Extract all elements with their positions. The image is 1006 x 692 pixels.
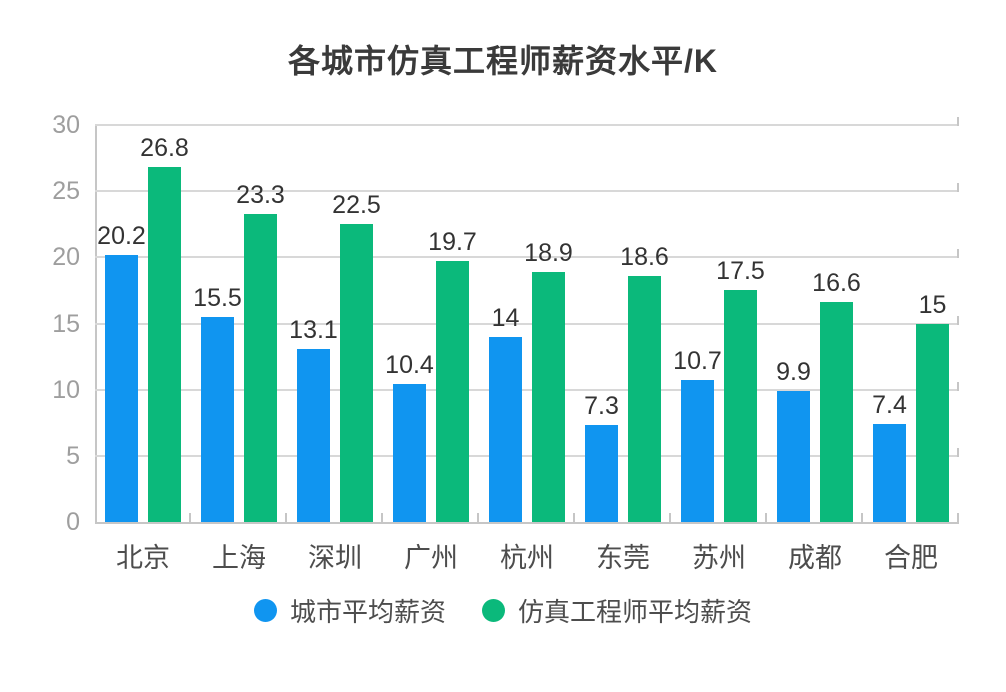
bar-sim-engineer-salary-苏州: 17.5 — [716, 257, 765, 522]
bar-value-label: 22.5 — [332, 191, 381, 220]
gridline-end-tick — [957, 447, 959, 457]
y-tick-label-0: 0 — [66, 508, 80, 536]
x-axis-line — [95, 522, 959, 524]
bar-city-avg-salary-东莞: 7.3 — [584, 392, 619, 522]
bar-value-label: 15.5 — [193, 283, 242, 312]
bar-value-label: 10.7 — [673, 347, 722, 376]
bar-value-label: 18.6 — [620, 242, 669, 271]
x-category-label-合肥: 合肥 — [884, 543, 938, 573]
x-category-label-广州: 广州 — [404, 543, 458, 573]
bar-sim-engineer-salary-广州: 19.7 — [428, 228, 477, 522]
bar-group-杭州: 14 18.9 — [479, 125, 575, 522]
bar-value-label: 16.6 — [812, 269, 861, 298]
y-axis-labels: 0 5 10 15 20 25 30 — [0, 111, 80, 536]
gridline-end-tick — [957, 117, 959, 126]
bar-value-label: 20.2 — [97, 221, 146, 250]
gridline-10 — [95, 381, 959, 391]
bar-group-合肥: 7.4 15 — [863, 125, 959, 522]
bar-sim-engineer-salary-东莞: 18.6 — [620, 243, 669, 522]
bar-city-avg-salary-深圳: 13.1 — [289, 316, 338, 522]
y-tick-label-5: 5 — [66, 441, 80, 470]
x-category-label-上海: 上海 — [212, 543, 266, 573]
bar-value-label: 9.9 — [776, 358, 811, 386]
bar-value-label: 7.4 — [872, 391, 907, 420]
x-axis-tick — [477, 513, 479, 522]
y-tick-label-30: 30 — [52, 111, 80, 139]
gridline-15 — [95, 315, 959, 325]
bar-group-成都: 9.9 16.6 — [767, 125, 863, 522]
gridline-20 — [95, 249, 959, 259]
bar-group-广州: 10.4 19.7 — [383, 125, 479, 522]
bar-sim-engineer-salary-合肥: 15 — [916, 291, 949, 522]
x-axis-tick — [285, 513, 287, 522]
bar-city-avg-salary-合肥: 7.4 — [872, 391, 907, 522]
legend-item-bar-sim-engineer-salary[interactable]: 仿真工程师平均薪资 — [482, 592, 752, 629]
bar-group-上海: 15.5 23.3 — [191, 125, 287, 522]
chart-legend: 城市平均薪资 仿真工程师平均薪资 — [0, 592, 1006, 629]
bar-value-label: 17.5 — [716, 257, 765, 286]
x-axis-tick — [669, 513, 671, 522]
bar-group-北京: 20.2 26.8 — [95, 125, 191, 522]
x-axis-tick — [765, 513, 767, 522]
legend-dot-icon — [482, 599, 505, 622]
bar-value-label: 26.8 — [140, 134, 189, 163]
y-tick-label-10: 10 — [52, 375, 80, 404]
x-category-label-东莞: 东莞 — [596, 543, 650, 573]
bar-value-label: 23.3 — [236, 180, 285, 209]
bar-value-label: 13.1 — [289, 315, 338, 344]
gridline-5 — [95, 447, 959, 457]
gridline-30 — [95, 117, 959, 126]
x-category-label-北京: 北京 — [116, 543, 170, 573]
bar-city-avg-salary-杭州: 14 — [489, 304, 522, 522]
x-axis-tick — [573, 513, 575, 522]
gridline-25 — [95, 183, 959, 193]
bar-value-label: 15 — [918, 290, 947, 319]
x-category-label-深圳: 深圳 — [308, 543, 362, 573]
bar-sim-engineer-salary-上海: 23.3 — [236, 181, 285, 522]
bar-value-label: 19.7 — [428, 228, 477, 257]
bar-city-avg-salary-苏州: 10.7 — [673, 347, 722, 522]
legend-item-bar-city-avg-salary[interactable]: 城市平均薪资 — [253, 592, 446, 629]
y-tick-label-20: 20 — [52, 243, 80, 272]
x-category-label-杭州: 杭州 — [500, 543, 554, 573]
gridline-end-tick — [957, 183, 959, 193]
x-category-label-苏州: 苏州 — [692, 543, 746, 573]
y-tick-label-15: 15 — [52, 309, 80, 338]
bar-sim-engineer-salary-成都: 16.6 — [812, 269, 861, 522]
bar-sim-engineer-salary-杭州: 18.9 — [524, 239, 573, 522]
bar-city-avg-salary-成都: 9.9 — [776, 358, 811, 522]
x-axis-labels: 北京 上海 深圳 广州 杭州 东莞 苏州 成都 合肥 — [95, 536, 959, 575]
legend-label: 仿真工程师平均薪资 — [518, 597, 753, 627]
x-axis-tick — [381, 513, 383, 522]
legend-dot-icon — [253, 599, 277, 622]
bar-city-avg-salary-上海: 15.5 — [193, 284, 242, 522]
bar-value-label: 14 — [491, 303, 520, 332]
bar-city-avg-salary-北京: 20.2 — [97, 222, 146, 522]
x-axis-tick — [861, 513, 863, 522]
bar-group-苏州: 10.7 17.5 — [671, 125, 767, 522]
x-category-label-成都: 成都 — [788, 543, 842, 573]
gridline-end-tick — [957, 381, 959, 391]
gridline-end-tick — [957, 315, 959, 325]
bar-group-深圳: 13.1 22.5 — [287, 125, 383, 522]
bar-sim-engineer-salary-北京: 26.8 — [140, 134, 189, 522]
gridline-end-tick — [957, 249, 959, 259]
plot-area: 20.2 26.8 15.5 23.3 13.1 22.5 10.4 19.7 14 18.9 7.… — [95, 117, 959, 524]
bar-sim-engineer-salary-深圳: 22.5 — [332, 191, 381, 522]
bar-value-label: 10.4 — [385, 351, 434, 380]
chart-title: 各城市仿真工程师薪资水平/K — [287, 43, 718, 79]
bar-city-avg-salary-广州: 10.4 — [385, 351, 434, 522]
bar-group-东莞: 7.3 18.6 — [575, 125, 671, 522]
x-axis-tick — [957, 513, 959, 522]
bar-value-label: 18.9 — [524, 238, 573, 267]
y-tick-label-25: 25 — [52, 177, 80, 206]
bar-value-label: 7.3 — [584, 392, 619, 421]
legend-label: 城市平均薪资 — [289, 597, 446, 627]
x-axis-tick — [189, 513, 191, 522]
